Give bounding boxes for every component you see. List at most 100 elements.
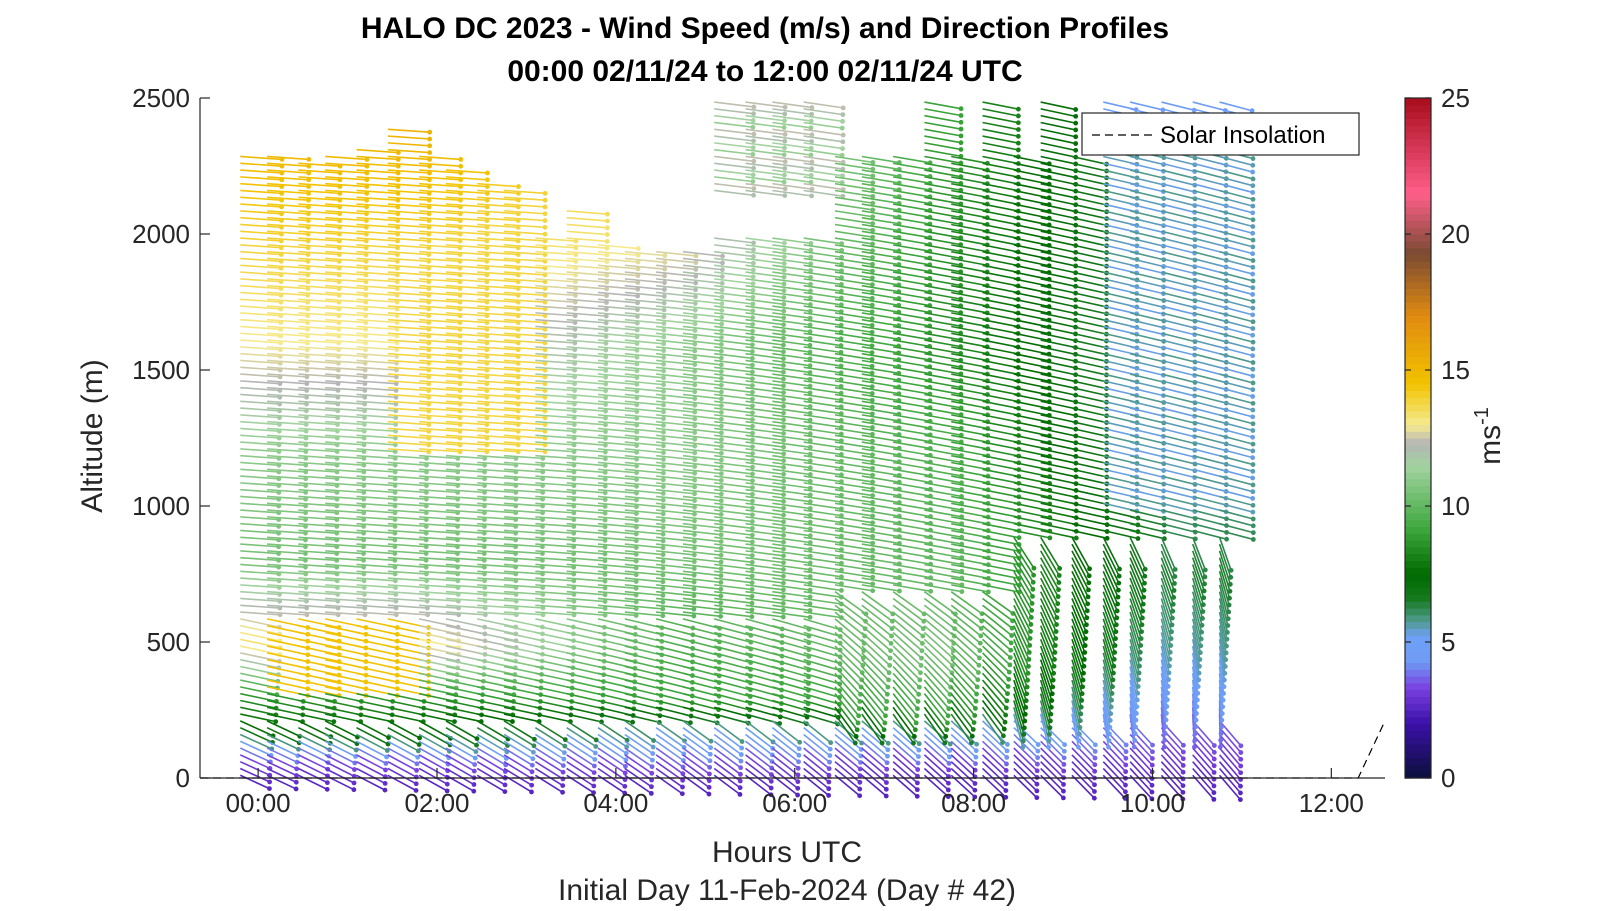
wind-barb	[419, 604, 459, 609]
wind-barb-tip	[781, 431, 786, 436]
wind-barb-tip	[426, 204, 432, 210]
wind-barb-tip	[750, 267, 756, 273]
wind-barb-tip	[1029, 600, 1035, 606]
wind-barb-tip	[394, 360, 399, 366]
wind-barb-tip	[661, 334, 667, 340]
wind-barb	[267, 223, 309, 229]
wind-barb	[477, 359, 519, 365]
wind-barb-tip	[781, 315, 787, 321]
wind-barb	[477, 278, 519, 283]
wind-barb-tip	[392, 469, 398, 475]
wind-barb	[240, 658, 280, 669]
wind-barb	[356, 182, 399, 188]
wind-barb-tip	[749, 600, 755, 606]
wind-barb-tip	[781, 546, 786, 552]
wind-barb	[445, 584, 485, 589]
wind-barb-tip	[484, 340, 490, 346]
wind-barb-tip	[718, 600, 724, 606]
wind-barb-tip	[482, 578, 488, 584]
wind-barb-tip	[737, 791, 743, 797]
wind-barb	[325, 250, 367, 256]
wind-barb	[267, 434, 307, 439]
wind-barb-tip	[782, 193, 788, 199]
wind-barb-tip	[395, 252, 400, 257]
wind-barb	[240, 325, 281, 331]
wind-barb-tip	[473, 749, 479, 755]
wind-barb-tip	[781, 573, 786, 579]
wind-barb-tip	[426, 326, 432, 332]
wind-barb-tip	[423, 510, 429, 516]
wind-barb-tip	[781, 125, 787, 130]
wind-barb-tip	[1049, 691, 1055, 697]
wind-barb-tip	[749, 614, 755, 620]
wind-barb-tip	[304, 394, 310, 400]
wind-barb-tip	[393, 394, 399, 400]
wind-barb-tip	[707, 758, 713, 764]
wind-barb-tip	[660, 606, 666, 612]
wind-barb-tip	[303, 523, 308, 529]
wind-barb	[419, 434, 461, 439]
wind-barb-tip	[363, 238, 369, 244]
wind-barb-tip	[1046, 744, 1051, 750]
wind-barb	[325, 427, 365, 433]
wind-barb-tip	[361, 537, 366, 543]
wind-barb	[356, 577, 396, 582]
wind-barb	[325, 543, 364, 548]
wind-barb	[387, 713, 424, 723]
wind-barb	[445, 597, 486, 603]
wind-barb	[387, 726, 420, 746]
wind-barb	[356, 400, 397, 405]
wind-barb-tip	[718, 423, 724, 429]
wind-barb-tip	[1034, 768, 1040, 774]
wind-barb	[298, 380, 339, 385]
wind-barb-tip	[361, 510, 367, 516]
wind-barb-tip	[427, 136, 433, 142]
wind-barb-tip	[395, 163, 401, 169]
wind-barb	[419, 271, 461, 276]
wind-barb-tip	[911, 734, 917, 739]
wind-barb	[356, 237, 398, 242]
wind-barb	[387, 359, 429, 365]
wind-barb	[298, 386, 339, 392]
wind-barb	[477, 203, 519, 208]
wind-barb	[240, 169, 282, 174]
wind-barb-tip	[1062, 742, 1067, 748]
wind-barb	[325, 454, 364, 460]
wind-barb	[477, 692, 514, 703]
wind-barb-tip	[562, 743, 568, 749]
wind-barb	[445, 556, 485, 562]
wind-barb-tip	[691, 613, 697, 619]
wind-barb-tip	[482, 476, 487, 482]
wind-barb-tip	[304, 408, 309, 414]
wind-barb-tip	[781, 499, 786, 504]
wind-barb-tip	[840, 118, 845, 124]
wind-barb	[298, 706, 335, 716]
wind-barb	[418, 692, 456, 703]
wind-barb-tip	[660, 491, 666, 496]
wind-barb-tip	[426, 286, 432, 291]
wind-barb	[387, 550, 427, 555]
wind-barb-tip	[393, 401, 399, 407]
wind-barb	[267, 482, 306, 487]
wind-barb-tip	[884, 691, 890, 697]
wind-barb-tip	[482, 503, 487, 509]
wind-barb-tip	[707, 764, 713, 770]
wind-barb-tip	[426, 272, 432, 278]
wind-barb-tip	[1030, 586, 1036, 592]
wind-barb-tip	[361, 442, 367, 448]
wind-barb-tip	[661, 416, 666, 422]
wind-barb	[324, 720, 358, 738]
wind-barb-tip	[692, 416, 698, 422]
wind-barb	[240, 624, 280, 635]
wind-barb-tip	[750, 335, 755, 341]
wind-barb-tip	[303, 496, 309, 502]
wind-barb-tip	[604, 232, 610, 237]
wind-barb-tip	[394, 354, 400, 359]
wind-barb	[445, 373, 487, 378]
wind-barb	[266, 760, 297, 777]
wind-barb	[325, 414, 365, 419]
wind-barb-tip	[840, 105, 846, 111]
wind-barb-tip	[382, 780, 388, 786]
wind-barb-tip	[361, 578, 367, 584]
wind-barb	[356, 169, 399, 174]
